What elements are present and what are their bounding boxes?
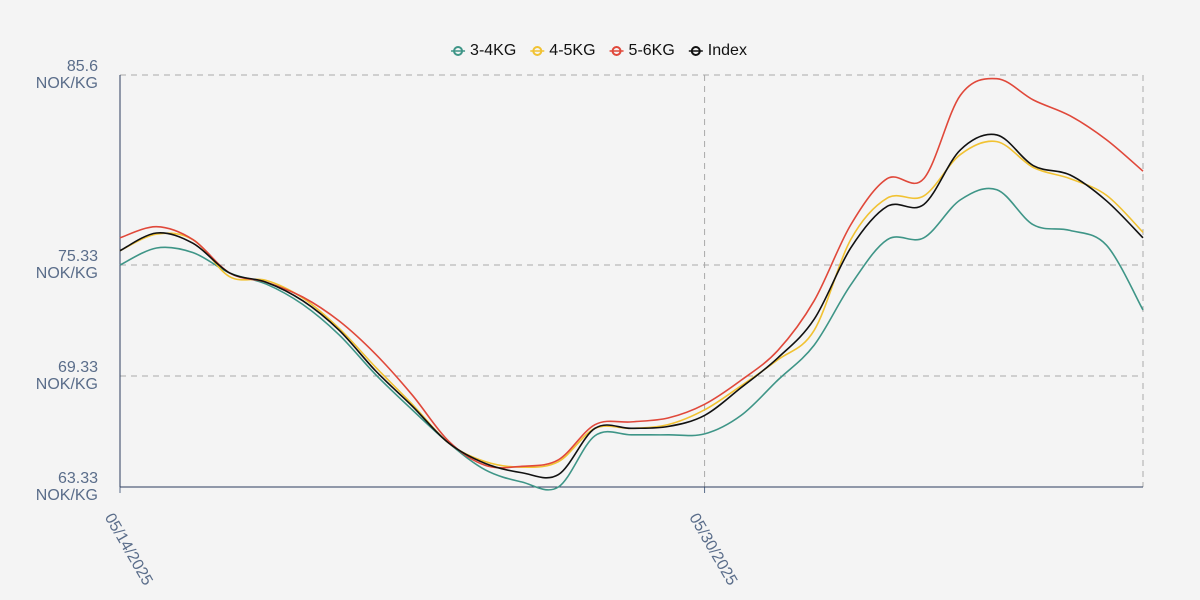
legend-label: 4-5KG xyxy=(549,42,595,59)
x-tick-label: 05/14/2025 xyxy=(101,511,156,589)
y-tick-label: 75.33 NOK/KG xyxy=(35,247,98,282)
series-line xyxy=(119,140,1144,469)
series-line xyxy=(119,187,1144,491)
series-line xyxy=(119,133,1144,479)
legend-label: 3-4KG xyxy=(470,42,516,59)
y-tick-label: 85.6 NOK/KG xyxy=(35,58,98,92)
x-tick-label: 05/30/2025 xyxy=(685,511,740,589)
legend-label: Index xyxy=(708,42,747,59)
y-tick-label: 69.33 NOK/KG xyxy=(35,358,98,393)
legend-label: 5-6KG xyxy=(629,42,675,59)
y-tick-label: 63.33 NOK/KG xyxy=(35,470,98,504)
series-line xyxy=(119,77,1144,469)
legend: 3-4KG 4-5KG 5-6KG Index xyxy=(451,42,747,59)
